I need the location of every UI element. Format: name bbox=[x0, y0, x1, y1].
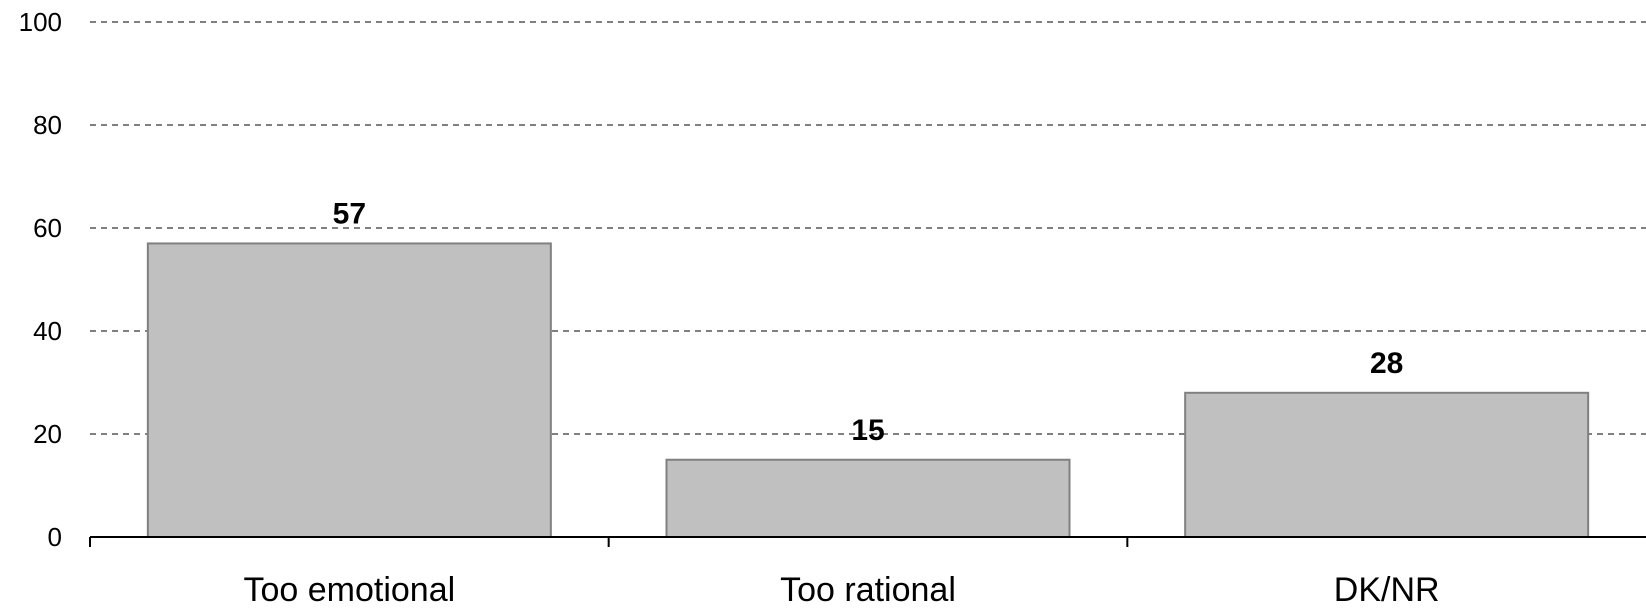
bar-dk-nr bbox=[1184, 391, 1590, 538]
labels: 0 20 40 60 80 100 57 Too emotional 15 Too rationa… bbox=[19, 7, 1440, 608]
x-tick-label: Too emotional bbox=[243, 571, 455, 608]
y-tick-label: 0 bbox=[48, 522, 62, 552]
y-tick-label: 100 bbox=[19, 7, 62, 37]
bar-too-emotional bbox=[146, 242, 552, 538]
data-label: 28 bbox=[1370, 347, 1403, 380]
data-label: 15 bbox=[851, 414, 884, 447]
y-tick-label: 80 bbox=[33, 110, 62, 140]
y-tick-label: 40 bbox=[33, 316, 62, 346]
axes bbox=[89, 536, 1646, 547]
data-label: 57 bbox=[333, 197, 366, 230]
x-tick-label: DK/NR bbox=[1334, 571, 1440, 608]
x-tick-label: Too rational bbox=[780, 571, 956, 608]
y-tick-label: 20 bbox=[33, 419, 62, 449]
y-tick-label: 60 bbox=[33, 213, 62, 243]
bar-too-rational bbox=[665, 458, 1071, 538]
bars bbox=[146, 242, 1590, 538]
